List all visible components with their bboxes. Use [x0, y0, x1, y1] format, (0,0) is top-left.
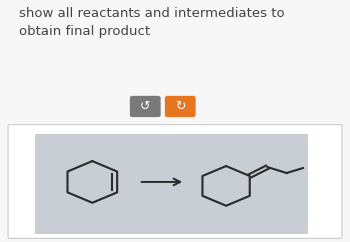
- Text: ↺: ↺: [140, 100, 150, 113]
- FancyBboxPatch shape: [165, 96, 196, 117]
- FancyBboxPatch shape: [130, 96, 161, 117]
- Text: ↻: ↻: [175, 100, 186, 113]
- FancyBboxPatch shape: [35, 134, 308, 234]
- FancyBboxPatch shape: [8, 125, 342, 238]
- Text: show all reactants and intermediates to
obtain final product: show all reactants and intermediates to …: [19, 7, 285, 38]
